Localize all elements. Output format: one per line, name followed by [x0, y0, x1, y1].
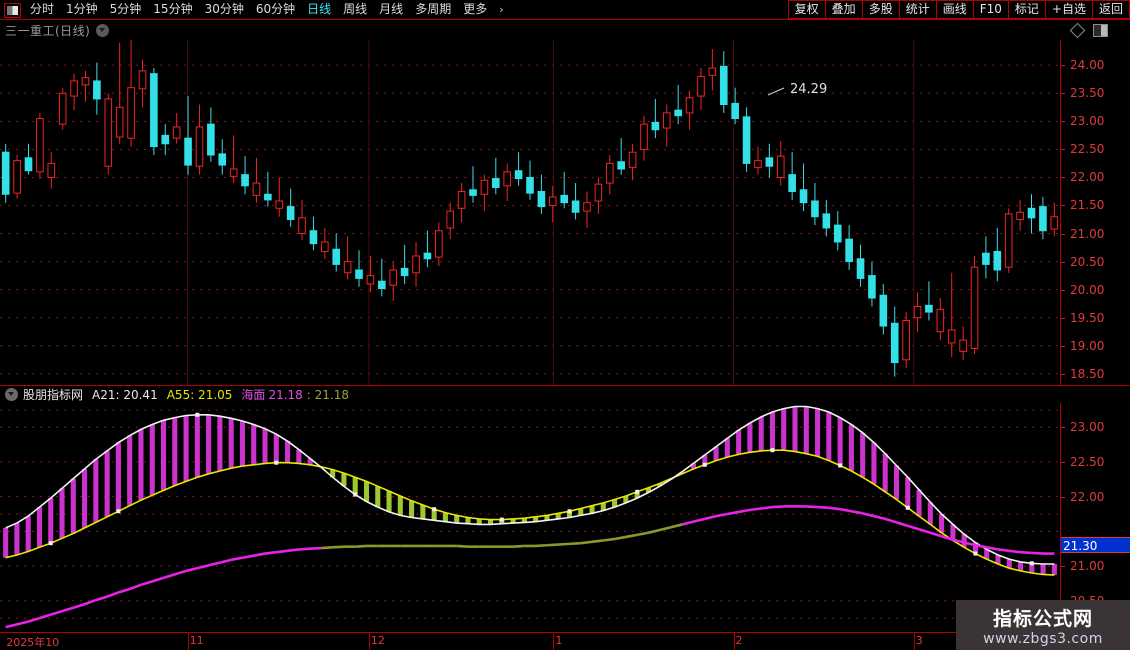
indicator-svg — [0, 405, 1060, 629]
watermark-url: www.zbgs3.com — [983, 630, 1103, 647]
toolbar-button-2[interactable]: 多股 — [861, 0, 900, 19]
period-tab-4[interactable]: 30分钟 — [204, 2, 244, 16]
toolbar-action-buttons: 复权 叠加 多股 统计 画线 F10 标记 +自选 返回 — [787, 0, 1130, 19]
period-items: 分时 1分钟 5分钟 15分钟 30分钟 60分钟 日线 周线 月线 多周期 更多 — [24, 0, 493, 19]
price-axis-tick — [1061, 177, 1065, 179]
high-price-annotation: 24.29 — [790, 82, 827, 97]
chevron-right-icon[interactable]: › — [499, 3, 504, 16]
date-axis-label-5: 3 — [915, 634, 923, 647]
price-axis: 24.00 23.50 23.00 22.50 22.00 21.50 21.00 20.50… — [1060, 40, 1130, 385]
date-axis-separator — [368, 633, 370, 650]
watermark-title: 指标公式网 — [992, 607, 1093, 630]
price-axis-tick — [1061, 149, 1065, 151]
indicator-axis-tick — [1061, 566, 1065, 568]
price-axis-tick — [1061, 205, 1065, 207]
indicator-chart[interactable] — [0, 403, 1060, 632]
period-tab-3[interactable]: 15分钟 — [153, 2, 193, 16]
price-axis-tick — [1061, 345, 1065, 347]
price-axis-label-6: 21.00 — [1070, 226, 1105, 241]
date-axis-separator — [913, 633, 915, 650]
date-axis-label-1: 11 — [189, 634, 204, 647]
stock-header: 三一重工(日线) — [0, 20, 1130, 40]
indicator-sea-value2: : 21.18 — [306, 387, 350, 402]
toolbar-button-0[interactable]: 复权 — [787, 0, 826, 19]
indicator-axis-label-3: 21.00 — [1070, 559, 1105, 574]
date-axis-separator — [187, 633, 189, 650]
chevron-down-circle-icon[interactable] — [96, 23, 110, 37]
indicator-a55-value: A55: 21.05 — [166, 387, 233, 402]
toolbar-button-4[interactable]: 画线 — [935, 0, 974, 19]
toolbar-period-group: 分时 1分钟 5分钟 15分钟 30分钟 60分钟 日线 周线 月线 多周期 更多 › — [0, 0, 510, 19]
date-axis-separator — [733, 633, 735, 650]
period-tab-1[interactable]: 1分钟 — [66, 2, 98, 16]
diamond-icon[interactable] — [1069, 22, 1086, 38]
panel-split-icon[interactable] — [1093, 23, 1108, 37]
period-tab-2[interactable]: 5分钟 — [109, 2, 142, 16]
indicator-axis-tick — [1061, 427, 1065, 429]
period-tab-9[interactable]: 多周期 — [415, 2, 452, 16]
watermark: 指标公式网 www.zbgs3.com — [956, 600, 1130, 650]
price-axis-label-2: 23.00 — [1070, 114, 1105, 129]
price-axis-tick — [1061, 261, 1065, 263]
indicator-header: 股朋指标网 A21: 20.41 A55: 21.05 海面 21.18 : 2… — [0, 385, 1130, 403]
price-axis-tick — [1061, 373, 1065, 375]
indicator-axis-tick — [1061, 496, 1065, 498]
toolbar-button-8[interactable]: 返回 — [1091, 0, 1130, 19]
indicator-axis-label-2: 22.00 — [1070, 489, 1105, 504]
price-axis-label-11: 18.50 — [1070, 366, 1105, 381]
date-axis-label-0: 2025年10 — [6, 636, 60, 649]
price-axis-label-5: 21.50 — [1070, 198, 1105, 213]
price-axis-label-8: 20.00 — [1070, 282, 1105, 297]
price-axis-label-1: 23.50 — [1070, 86, 1105, 101]
toolbar-button-3[interactable]: 统计 — [898, 0, 937, 19]
page-title: 三一重工(日线) — [5, 23, 91, 38]
toolbar-button-1[interactable]: 叠加 — [824, 0, 863, 19]
indicator-a21-value: A21: 20.41 — [92, 387, 158, 402]
price-axis-label-0: 24.00 — [1070, 58, 1105, 73]
price-axis-label-9: 19.50 — [1070, 310, 1105, 325]
toolbar-button-6[interactable]: 标记 — [1007, 0, 1046, 19]
indicator-axis-label-0: 23.00 — [1070, 420, 1105, 435]
date-axis-separator — [553, 633, 555, 650]
period-tab-0[interactable]: 分时 — [30, 2, 55, 16]
indicator-axis-label-1: 22.50 — [1070, 454, 1105, 469]
date-axis: 2025年10 11 12 1 2 3 — [0, 632, 1130, 650]
price-axis-tick — [1061, 121, 1065, 123]
date-axis-label-2: 12 — [370, 634, 385, 647]
period-tab-6[interactable]: 日线 — [307, 2, 332, 16]
price-axis-label-7: 20.50 — [1070, 254, 1105, 269]
date-axis-label-3: 1 — [555, 634, 563, 647]
indicator-sea-value: 21.18 — [268, 387, 303, 402]
price-axis-tick — [1061, 233, 1065, 235]
indicator-name: 股朋指标网 — [23, 388, 84, 402]
chevron-down-circle-icon[interactable] — [5, 388, 18, 401]
toolbar-button-7[interactable]: +自选 — [1044, 0, 1093, 19]
header-icon-group — [1069, 22, 1130, 38]
price-axis-tick — [1061, 65, 1065, 67]
period-tab-8[interactable]: 月线 — [379, 2, 404, 16]
indicator-current-value-badge: 21.30 — [1061, 537, 1130, 554]
price-axis-tick — [1061, 93, 1065, 95]
indicator-axis-tick — [1061, 461, 1065, 463]
indicator-sea-label: 海面 — [241, 388, 266, 402]
date-axis-label-4: 2 — [735, 634, 743, 647]
top-toolbar: 分时 1分钟 5分钟 15分钟 30分钟 60分钟 日线 周线 月线 多周期 更多 › 复权 叠加 多股… — [0, 0, 1130, 20]
toolbar-button-5[interactable]: F10 — [972, 0, 1009, 19]
candlestick-svg: 24.2918.45财S — [0, 40, 1060, 385]
panel-split-icon[interactable] — [4, 3, 21, 18]
price-axis-tick — [1061, 289, 1065, 291]
price-axis-label-4: 22.00 — [1070, 170, 1105, 185]
price-axis-label-3: 22.50 — [1070, 142, 1105, 157]
period-tab-10[interactable]: 更多 — [463, 2, 488, 16]
price-chart[interactable]: 24.2918.45财S — [0, 40, 1060, 385]
price-axis-tick — [1061, 317, 1065, 319]
period-tab-5[interactable]: 60分钟 — [255, 2, 296, 16]
price-axis-label-10: 19.00 — [1070, 338, 1105, 353]
period-tab-7[interactable]: 周线 — [343, 2, 368, 16]
